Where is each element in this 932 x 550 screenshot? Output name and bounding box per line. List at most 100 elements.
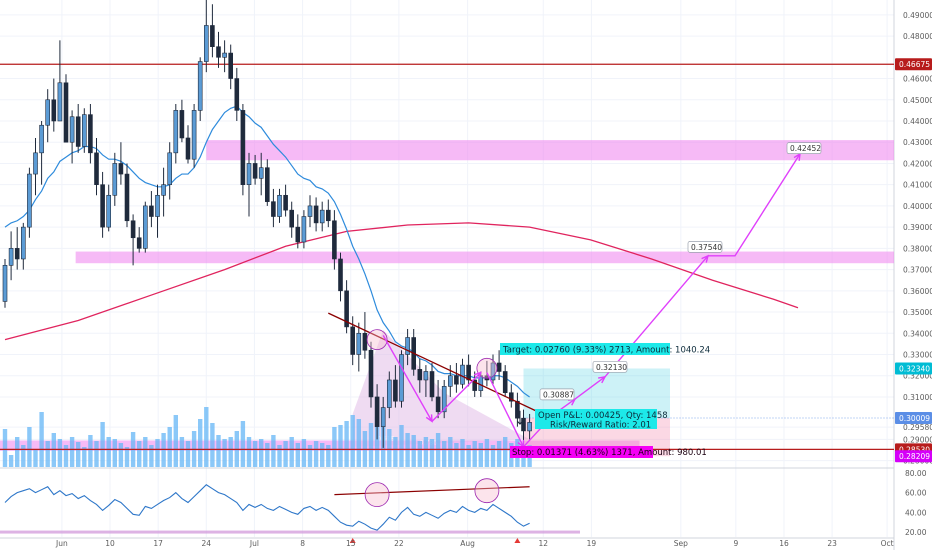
volume-bar (246, 437, 252, 467)
price-tick-label: 0.32000 (903, 372, 932, 381)
candle-down (466, 364, 471, 381)
drawings: 0.30887 0.32130 0.37540 0.42452 (328, 142, 822, 449)
candle-down (130, 220, 136, 239)
grid-lines (0, 0, 895, 550)
open-pnl-label: Open P&L: 0.00425, Qty: 1458 (538, 411, 668, 421)
horizontal-lines (0, 63, 894, 450)
time-tick-label: 15 (346, 539, 356, 548)
impulse-arrow-2 (431, 372, 482, 422)
candle-up (197, 61, 203, 111)
volume-bar (161, 433, 166, 467)
volume-bar (82, 447, 87, 467)
callout-label-2: 0.37540 (691, 243, 722, 252)
volume-bar (124, 447, 130, 467)
volume-bar (326, 445, 331, 467)
time-tick-label: 19 (587, 539, 597, 548)
price-tick-label: 0.44000 (903, 117, 932, 126)
candle-down (63, 82, 69, 143)
candle-down (295, 226, 301, 243)
price-tick-label: 0.37000 (903, 266, 932, 275)
volume-bar (265, 443, 270, 467)
volume-bar (94, 441, 99, 467)
rsi-oversold-band (0, 530, 580, 534)
rsi-tick-label: 80.00 (905, 469, 927, 478)
candle-up (246, 163, 252, 185)
pnl-label-box (535, 409, 657, 429)
candle-down (502, 371, 508, 394)
candle-up (39, 124, 44, 154)
volume-bar (173, 415, 178, 467)
price-tick-label: 0.38000 (903, 244, 932, 253)
candle-up (106, 194, 111, 228)
candle-up (277, 194, 282, 217)
candle-down (234, 78, 240, 111)
rsi-divergence-line (334, 486, 530, 496)
candle-up (460, 364, 465, 385)
volume-bar (460, 439, 465, 467)
volume-bar (344, 421, 349, 467)
price-tag-label-4: 0.28209 (899, 452, 930, 461)
candle-down (118, 163, 124, 175)
volume-bar (478, 443, 483, 467)
candle-down (454, 375, 459, 385)
price-tick-label: 0.36000 (903, 287, 932, 296)
volume-bar (368, 423, 374, 467)
candle-up (112, 163, 118, 196)
time-tick-label: 9 (733, 539, 738, 548)
time-axis[interactable]: Jun 10 17 24 Jul 8 15 22 Aug 12 19 Sep 9 16 23 Oct (55, 539, 894, 548)
price-tick-label: 0.33000 (903, 350, 932, 359)
volume-bar (76, 442, 81, 467)
volume-bar (466, 445, 471, 467)
volume-bar (417, 441, 422, 467)
candle-down (94, 152, 99, 185)
candle-up (222, 52, 227, 58)
volume-bar (198, 419, 203, 467)
volume-bar (143, 437, 148, 467)
candle-down (521, 417, 526, 432)
impulse-arrow-3 (486, 372, 525, 448)
volume-bar (442, 441, 447, 467)
candle-up (173, 110, 179, 154)
volume-bar (393, 437, 398, 467)
swing-circle-0 (366, 329, 388, 351)
price-tick-label: 0.39000 (903, 223, 932, 232)
time-tick-label: Jun (55, 539, 68, 548)
volume-bar (88, 435, 93, 467)
candle-down (228, 52, 233, 79)
volume-bar (374, 417, 380, 467)
price-tick-label: 0.42000 (903, 159, 932, 168)
candle-down (240, 110, 246, 185)
volume-bar (283, 441, 288, 467)
price-axis[interactable]: 0.49000 0.48000 0.46000 0.45000 0.44000 0.430… (895, 11, 932, 537)
volume-bar (167, 427, 172, 467)
volume-bar (118, 443, 124, 467)
zone-0 (206, 140, 895, 161)
candle-down (51, 99, 57, 122)
candle-down (344, 290, 349, 328)
candle-down (124, 173, 130, 222)
candle-down (100, 184, 105, 228)
volume-bar (2, 429, 8, 467)
candle-down (271, 201, 276, 217)
volume-bar (259, 439, 264, 467)
candlesticks (2, 0, 532, 448)
target-label: Target: 0.02760 (9.33%) 2713, Amount: 10… (502, 346, 710, 356)
price-tag-label-1: 0.32340 (899, 365, 930, 374)
candle-up (319, 209, 325, 224)
candle-up (399, 354, 404, 402)
callout-label-1: 0.32130 (596, 363, 627, 372)
time-tick-label: 8 (300, 539, 305, 548)
candle-down (313, 205, 319, 224)
volume-bar (332, 427, 337, 467)
candle-down (362, 332, 368, 351)
callout-box-2 (687, 241, 723, 253)
candle-up (447, 375, 453, 387)
price-tick-label: 0.46000 (903, 75, 932, 84)
volume-bar (484, 439, 490, 467)
candle-down (508, 392, 514, 402)
candle-up (441, 386, 447, 413)
volume-bar (503, 437, 508, 467)
volume-bar (338, 425, 343, 467)
volume-bar (411, 435, 416, 467)
